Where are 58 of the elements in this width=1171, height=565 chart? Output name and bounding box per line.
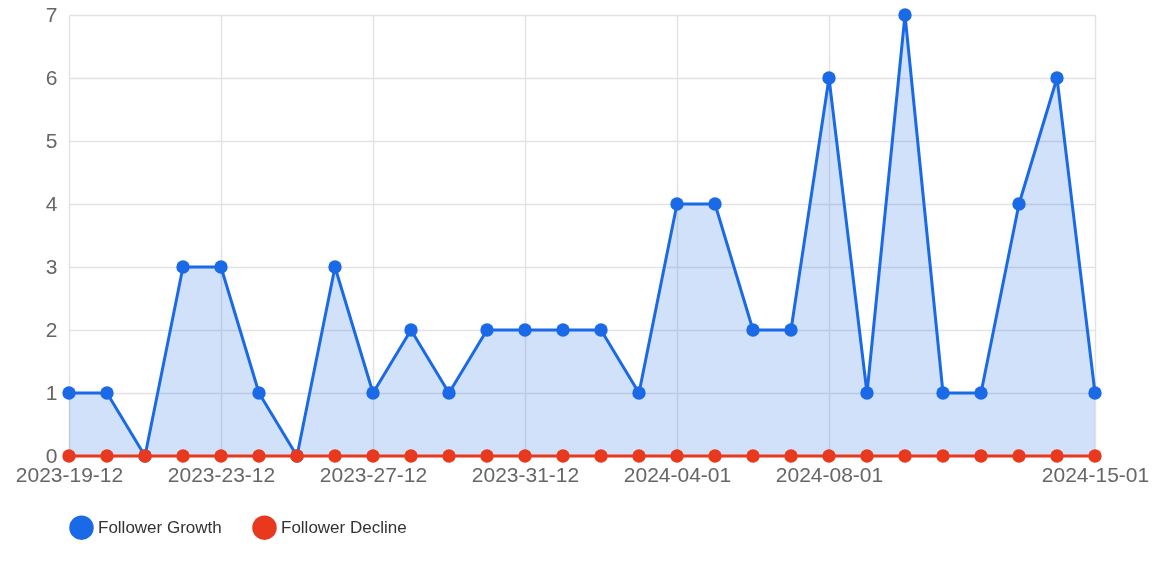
point: [1012, 449, 1026, 463]
legend-label: Follower Decline: [281, 517, 407, 537]
x-tick-label: 2023-31-12: [471, 462, 580, 486]
point: [974, 386, 988, 400]
legend-label: Follower Growth: [98, 517, 222, 537]
x-tick-label: 2023-23-12: [167, 462, 276, 486]
y-tick-label: 7: [45, 2, 58, 26]
y-tick-label: 1: [45, 380, 58, 404]
point: [632, 386, 646, 400]
point: [670, 449, 684, 463]
point: [1050, 449, 1064, 463]
point: [784, 323, 798, 337]
point: [1012, 197, 1026, 211]
point: [62, 449, 76, 463]
point: [404, 449, 418, 463]
point: [860, 386, 874, 400]
point: [366, 449, 380, 463]
point: [328, 260, 342, 274]
point: [252, 449, 266, 463]
point: [860, 449, 874, 463]
point: [480, 449, 494, 463]
y-tick-label: 4: [45, 191, 58, 215]
point: [100, 386, 114, 400]
point: [594, 323, 608, 337]
x-tick-label: 2024-15-01: [1041, 462, 1150, 486]
point: [100, 449, 114, 463]
point: [556, 449, 570, 463]
point: [784, 449, 798, 463]
point: [822, 449, 836, 463]
point: [176, 449, 190, 463]
point: [974, 449, 988, 463]
point: [404, 323, 418, 337]
point: [1050, 71, 1064, 85]
point: [708, 197, 722, 211]
point: [746, 449, 760, 463]
point: [214, 260, 228, 274]
point: [898, 449, 912, 463]
y-tick-label: 5: [45, 128, 58, 152]
point: [214, 449, 228, 463]
point: [442, 386, 456, 400]
x-tick-label: 2024-08-01: [775, 462, 884, 486]
point: [898, 8, 912, 22]
point: [366, 386, 380, 400]
point: [518, 449, 532, 463]
x-tick-label: 2024-04-01: [623, 462, 732, 486]
point: [252, 386, 266, 400]
point: [594, 449, 608, 463]
point: [822, 71, 836, 85]
y-tick-label: 2: [45, 317, 58, 341]
y-tick-label: 6: [45, 65, 58, 89]
point: [1088, 449, 1102, 463]
point: [328, 449, 342, 463]
y-tick-label: 3: [45, 254, 58, 278]
point: [632, 449, 646, 463]
point: [936, 449, 950, 463]
x-tick-label: 2023-27-12: [319, 462, 428, 486]
point: [708, 449, 722, 463]
point: [442, 449, 456, 463]
